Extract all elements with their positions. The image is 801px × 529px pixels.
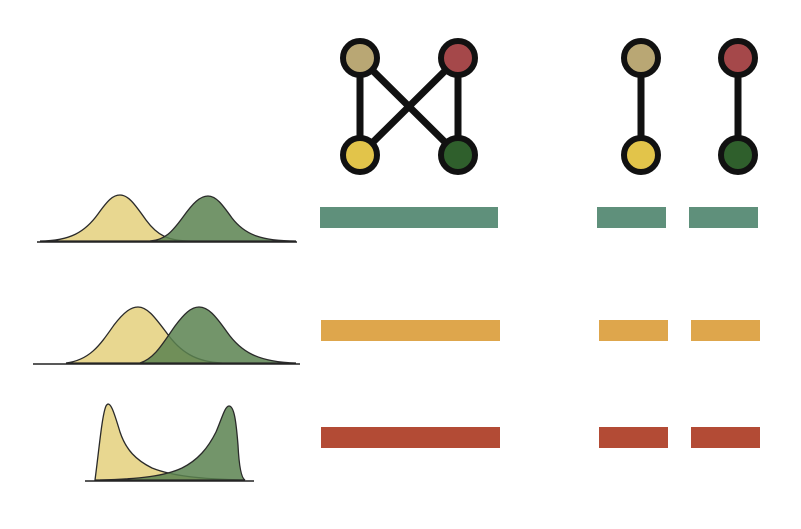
distribution-2-green bbox=[139, 306, 297, 364]
bar-row-2-wide bbox=[321, 320, 500, 341]
graph1-node-green bbox=[438, 135, 478, 175]
distribution-row-2 bbox=[33, 306, 760, 365]
bar-row-1-wide bbox=[320, 207, 498, 228]
bar-row-1-short-right bbox=[689, 207, 758, 228]
graph1-node-tan bbox=[340, 38, 380, 78]
paired-graph bbox=[621, 38, 758, 175]
bar-row-2-short-left bbox=[599, 320, 668, 341]
distribution-1-green bbox=[149, 195, 297, 242]
distribution-row-1 bbox=[37, 194, 758, 243]
bar-row-3-wide bbox=[321, 427, 500, 448]
graph2-node-yellow bbox=[621, 135, 661, 175]
graph2-node-green bbox=[718, 135, 758, 175]
bar-row-3-short-right bbox=[691, 427, 760, 448]
graph2-node-tan bbox=[621, 38, 661, 78]
graph2-node-red bbox=[718, 38, 758, 78]
graph1-node-yellow bbox=[340, 135, 380, 175]
distribution-3-green bbox=[99, 405, 246, 481]
fully-connected-graph bbox=[340, 38, 478, 175]
bar-row-2-short-right bbox=[691, 320, 760, 341]
bar-row-3-short-left bbox=[599, 427, 668, 448]
graph1-node-red bbox=[438, 38, 478, 78]
graph1-edge-red-yellow bbox=[356, 54, 462, 159]
distribution-row-3 bbox=[85, 403, 760, 482]
distribution-1-yellow bbox=[39, 194, 191, 242]
bar-row-1-short-left bbox=[597, 207, 666, 228]
